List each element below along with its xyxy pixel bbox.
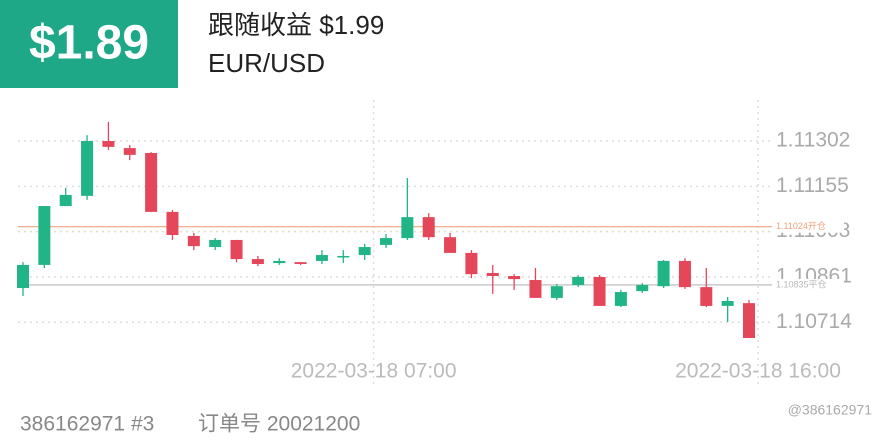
y-tick-label: 1.11302 [776, 129, 850, 152]
reference-label-bg [774, 278, 844, 291]
candle-body [529, 280, 542, 298]
candle-body [743, 303, 755, 338]
reference-label: 1.10835平仓 [776, 278, 827, 289]
candle-body [721, 300, 734, 306]
candle-body [294, 262, 307, 264]
candle-body [700, 287, 713, 306]
candle-body [273, 260, 286, 264]
reference-label: 1.11024开仓 [776, 220, 826, 231]
badge: $1.89 [29, 17, 149, 70]
candle-body [401, 217, 414, 239]
candle-body [251, 259, 264, 264]
candle-body [337, 255, 350, 258]
candle-body [358, 247, 371, 256]
watermark: @386162971 [788, 402, 873, 418]
candle-body [572, 276, 585, 285]
candle-body [315, 255, 328, 261]
candle-body [657, 260, 670, 287]
pair: EUR/USD [208, 48, 325, 78]
candle-body [102, 140, 115, 147]
candle-body [17, 264, 29, 289]
candle-body [209, 239, 222, 248]
candle-body [59, 194, 72, 207]
candle-body [465, 252, 478, 275]
candle-body [145, 153, 158, 212]
y-tick-label: 1.11155 [776, 174, 849, 197]
candle-body [422, 217, 435, 238]
candle-body [444, 237, 457, 253]
y-tick-label: 1.10714 [776, 310, 852, 333]
candle-body [508, 276, 521, 280]
candle-body [81, 140, 94, 196]
plot: 1.113021.111551.110081.108611.107142022-… [17, 100, 852, 385]
candle-body [550, 286, 563, 298]
candle-body [187, 235, 200, 247]
candle-body [593, 276, 606, 306]
x-tick-label: 2022-03-18 07:00 [291, 360, 457, 383]
candle-body [636, 284, 649, 292]
account: 386162971 #3 [20, 413, 154, 436]
candle-body [678, 260, 691, 288]
candle-body [166, 211, 179, 236]
candle-body [230, 239, 243, 260]
order: 订单号 20021200 [198, 413, 360, 436]
title: 跟随收益 $1.99 [208, 10, 384, 40]
candle-body [38, 206, 51, 265]
candle-body [380, 238, 392, 245]
badge-bg [0, 0, 178, 88]
candle-body [486, 272, 499, 277]
candle-body [614, 292, 627, 306]
x-tick-label: 2022-03-18 16:00 [675, 360, 841, 383]
reference-label-bg [774, 220, 844, 233]
candle-body [123, 148, 136, 155]
